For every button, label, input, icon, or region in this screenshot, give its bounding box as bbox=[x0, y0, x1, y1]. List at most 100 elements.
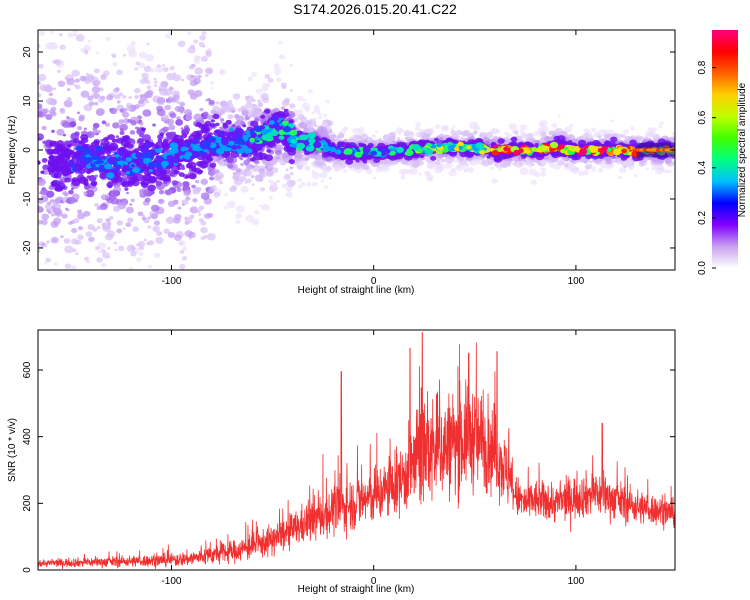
spectrogram-point bbox=[127, 118, 132, 123]
spectrogram-point bbox=[67, 143, 72, 148]
spectrogram-point bbox=[49, 199, 55, 203]
spectrogram-point bbox=[138, 245, 145, 251]
spectrogram-point bbox=[63, 192, 69, 197]
spectrogram-point bbox=[87, 39, 92, 43]
spectrogram-point bbox=[123, 143, 130, 148]
spectrogram-point bbox=[154, 65, 164, 73]
spectrogram-point bbox=[98, 98, 105, 103]
spectrogram-point bbox=[220, 121, 224, 124]
spectrogram-point bbox=[94, 245, 100, 251]
spectrogram-point bbox=[642, 156, 649, 162]
spectrogram-point bbox=[103, 70, 110, 76]
spectrogram-point bbox=[569, 167, 576, 173]
spectrogram-point bbox=[138, 51, 147, 59]
spectrogram-point bbox=[252, 109, 262, 118]
spectrogram-point bbox=[193, 58, 201, 64]
spectrogram-point bbox=[50, 111, 57, 117]
spectrogram-point bbox=[320, 179, 325, 183]
spectrogram-point bbox=[64, 263, 72, 269]
spectrogram-point bbox=[124, 187, 129, 191]
spectrogram-point bbox=[306, 181, 312, 187]
spectrogram-point bbox=[198, 205, 205, 211]
spectrogram-point bbox=[139, 328, 143, 331]
spectrogram-point bbox=[558, 159, 566, 166]
spectrogram-point bbox=[338, 133, 345, 139]
spectrogram-point bbox=[136, 243, 140, 247]
spectrogram-point bbox=[557, 114, 561, 117]
spectrogram-point bbox=[203, 213, 211, 219]
spectrogram-point bbox=[129, 174, 138, 181]
spectrogram-point bbox=[220, 103, 224, 107]
spectrogram-point bbox=[240, 185, 249, 193]
spectrogram-point bbox=[630, 135, 636, 140]
spectrogram-point bbox=[42, 140, 47, 144]
spectrogram-point bbox=[227, 163, 234, 169]
spectrogram-point bbox=[177, 40, 186, 48]
spectrogram-point bbox=[597, 135, 602, 139]
spectrogram-point bbox=[71, 179, 81, 187]
spectrogram-point bbox=[490, 166, 495, 170]
spectrogram-point bbox=[97, 250, 102, 254]
spectrogram-point bbox=[194, 89, 203, 97]
spectrogram-point bbox=[102, 252, 111, 259]
spectrogram-point bbox=[322, 113, 328, 118]
spectrogram-point bbox=[75, 34, 85, 42]
spectrogram-point bbox=[163, 228, 170, 234]
spectrogram-point bbox=[70, 187, 74, 191]
spectrogram-point bbox=[107, 184, 113, 189]
spectrogram-point bbox=[548, 162, 556, 168]
spectrogram-point bbox=[183, 109, 192, 116]
spectrogram-point bbox=[48, 142, 54, 147]
spectrogram-point bbox=[111, 190, 119, 197]
spectrogram-point bbox=[153, 252, 161, 259]
spectrogram-point bbox=[176, 100, 181, 104]
spectrogram-peak-point bbox=[301, 134, 309, 140]
spectrogram-point bbox=[664, 169, 669, 174]
spectrogram-point bbox=[83, 191, 87, 195]
spectrogram-point bbox=[202, 44, 206, 48]
spectrogram-point bbox=[249, 196, 255, 201]
spectrogram-point bbox=[112, 122, 120, 129]
spectrogram-point bbox=[164, 176, 170, 182]
spectrogram-point bbox=[296, 109, 303, 115]
spectrogram-point bbox=[198, 213, 202, 216]
spectrogram-point bbox=[64, 76, 69, 80]
spectrogram-point bbox=[186, 161, 197, 169]
spectrogram-point bbox=[165, 189, 173, 196]
spectrogram-point bbox=[277, 40, 283, 45]
spectrogram-point bbox=[157, 138, 163, 143]
spectrogram-point bbox=[54, 197, 61, 204]
spectrogram-point bbox=[134, 173, 145, 182]
spectrogram-point bbox=[159, 310, 167, 317]
spectrogram-point bbox=[255, 88, 262, 95]
spectrogram-point bbox=[116, 220, 123, 226]
spectrogram-point bbox=[38, 92, 42, 98]
spectrogram-point bbox=[51, 213, 55, 217]
spectrogram-peak-point bbox=[244, 130, 251, 135]
spectrogram-point bbox=[247, 76, 254, 82]
spectrogram-point bbox=[540, 171, 547, 177]
spectrogram-point bbox=[123, 134, 131, 141]
spectrogram-point bbox=[70, 227, 78, 234]
spectrogram-point bbox=[167, 231, 176, 239]
spectrogram-point bbox=[115, 135, 119, 138]
spectrogram-point bbox=[321, 151, 330, 158]
spectrogram-point bbox=[153, 77, 157, 81]
spectrogram-point bbox=[197, 75, 202, 79]
spectrogram-point bbox=[465, 162, 470, 166]
spectrogram-point bbox=[44, 204, 51, 209]
spectrogram-point bbox=[152, 123, 156, 127]
spectrogram-point bbox=[210, 86, 214, 90]
spectrogram-point bbox=[117, 296, 121, 299]
spectrogram-point bbox=[142, 109, 152, 117]
spectrogram-point bbox=[97, 274, 102, 278]
spectrogram-point bbox=[398, 168, 406, 175]
spectrogram-peak-point bbox=[131, 166, 141, 174]
spectrogram-point bbox=[171, 180, 178, 186]
spectrogram-point bbox=[103, 140, 110, 145]
spectrogram-point bbox=[610, 159, 616, 164]
spectrogram-point bbox=[415, 126, 420, 131]
spectrogram-point bbox=[293, 151, 303, 159]
spectrogram-point bbox=[53, 292, 58, 296]
